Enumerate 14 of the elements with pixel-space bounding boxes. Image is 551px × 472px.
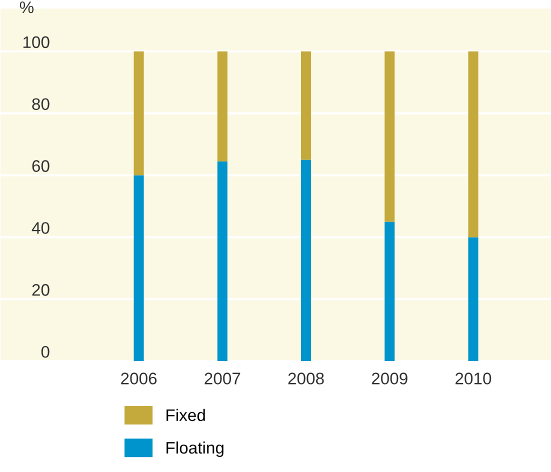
y-tick-label: 100 [23,36,50,48]
y-tick-label: 60 [32,160,50,172]
y-tick-label: 20 [32,284,50,296]
y-tick-label: 40 [32,222,50,234]
x-tick-label: 2006 [121,372,157,384]
legend-label: Floating [166,441,224,457]
x-tick-label: 2008 [288,372,324,384]
legend-label: Fixed [166,408,205,422]
x-tick-label: 2007 [204,372,240,384]
y-axis-title: % [20,1,34,14]
y-tick-label: 0 [41,346,50,358]
x-tick-label: 2010 [456,372,492,384]
y-tick-label: 80 [32,98,50,110]
x-tick-label: 2009 [372,372,408,384]
